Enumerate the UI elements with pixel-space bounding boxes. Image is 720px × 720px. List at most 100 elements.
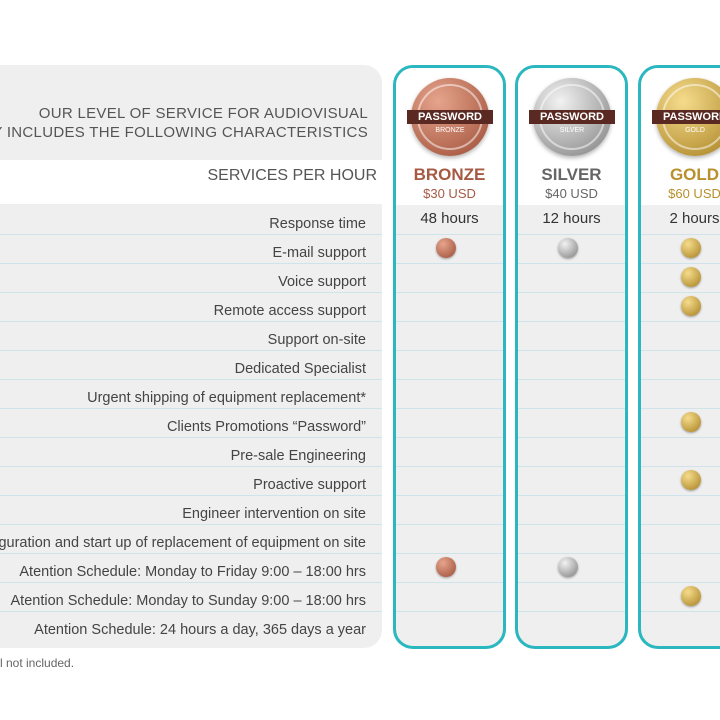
included-dot bbox=[436, 557, 456, 577]
row-line bbox=[0, 524, 382, 525]
plan-price: $30 USD bbox=[423, 186, 476, 201]
badge: PASSWORD SILVER bbox=[529, 78, 615, 156]
row-line bbox=[396, 350, 503, 351]
feature-label: Atention Schedule: Monday to Sunday 9:00… bbox=[10, 593, 367, 609]
cell-text: 2 hours bbox=[669, 210, 720, 227]
row-line bbox=[641, 553, 720, 554]
row-line bbox=[641, 321, 720, 322]
row-line bbox=[0, 582, 382, 583]
row-line bbox=[641, 582, 720, 583]
row-line bbox=[641, 495, 720, 496]
row-line bbox=[518, 524, 625, 525]
feature-label: guration and start up of replacement of … bbox=[0, 535, 366, 551]
row-line bbox=[641, 350, 720, 351]
row-line bbox=[641, 263, 720, 264]
row-line bbox=[518, 292, 625, 293]
row-line bbox=[396, 292, 503, 293]
badge-banner: PASSWORD bbox=[652, 110, 720, 124]
row-line bbox=[518, 553, 625, 554]
plan-price: $40 USD bbox=[545, 186, 598, 201]
feature-label: Remote access support bbox=[213, 303, 366, 319]
cell-text: 12 hours bbox=[542, 210, 601, 227]
footnote: l not included. bbox=[0, 656, 75, 670]
row-line bbox=[641, 234, 720, 235]
included-dot bbox=[681, 586, 701, 606]
row-line bbox=[0, 379, 382, 380]
row-line bbox=[396, 379, 503, 380]
included-dot bbox=[681, 238, 701, 258]
feature-label: Urgent shipping of equipment replacement… bbox=[87, 390, 366, 406]
row-line bbox=[0, 321, 382, 322]
feature-label: Engineer intervention on site bbox=[182, 506, 366, 522]
row-line bbox=[518, 582, 625, 583]
row-line bbox=[0, 292, 382, 293]
feature-label: Pre-sale Engineering bbox=[230, 448, 366, 464]
badge-banner: PASSWORD bbox=[529, 110, 615, 124]
badge-level: GOLD bbox=[685, 127, 705, 134]
included-dot bbox=[681, 470, 701, 490]
badge: PASSWORD BRONZE bbox=[407, 78, 493, 156]
feature-label: E-mail support bbox=[272, 245, 366, 261]
row-line bbox=[518, 350, 625, 351]
plan-card: PASSWORD BRONZE BRONZE $30 USD bbox=[393, 65, 506, 649]
row-line bbox=[518, 321, 625, 322]
feature-label: Atention Schedule: 24 hours a day, 365 d… bbox=[34, 622, 366, 638]
row-line bbox=[0, 437, 382, 438]
plan-card: PASSWORD GOLD GOLD $60 USD bbox=[638, 65, 720, 649]
plan-name: BRONZE bbox=[413, 165, 486, 184]
row-line bbox=[396, 611, 503, 612]
badge-level: BRONZE bbox=[435, 127, 465, 134]
row-line bbox=[396, 234, 503, 235]
included-dot bbox=[558, 238, 578, 258]
badge-level: SILVER bbox=[559, 127, 585, 134]
row-line bbox=[0, 553, 382, 554]
row-line bbox=[0, 234, 382, 235]
badge-banner: PASSWORD bbox=[407, 110, 493, 124]
feature-label: Atention Schedule: Monday to Friday 9:00… bbox=[19, 564, 366, 580]
plan-name: GOLD bbox=[669, 165, 720, 184]
row-line bbox=[641, 437, 720, 438]
row-line bbox=[396, 553, 503, 554]
included-dot bbox=[681, 267, 701, 287]
row-line bbox=[396, 263, 503, 264]
row-line bbox=[641, 611, 720, 612]
feature-panel bbox=[0, 65, 382, 648]
row-line bbox=[518, 234, 625, 235]
row-line bbox=[0, 263, 382, 264]
title-line: OGY INCLUDES THE FOLLOWING CHARACTERISTI… bbox=[0, 124, 368, 141]
plan-name: SILVER bbox=[541, 165, 602, 184]
feature-label: Clients Promotions “Password” bbox=[166, 419, 366, 435]
row-line bbox=[518, 379, 625, 380]
row-line bbox=[396, 582, 503, 583]
included-dot bbox=[558, 557, 578, 577]
row-line bbox=[396, 466, 503, 467]
services-band bbox=[0, 160, 382, 204]
title-line: OUR LEVEL OF SERVICE FOR AUDIOVISUAL bbox=[38, 105, 368, 122]
feature-label: Dedicated Specialist bbox=[234, 361, 366, 377]
row-line bbox=[518, 466, 625, 467]
row-line bbox=[396, 408, 503, 409]
services-label: SERVICES PER HOUR bbox=[207, 167, 377, 184]
row-line bbox=[396, 495, 503, 496]
row-line bbox=[0, 611, 382, 612]
feature-label: Voice support bbox=[278, 274, 366, 290]
row-line bbox=[0, 350, 382, 351]
row-line bbox=[396, 321, 503, 322]
plan-price: $60 USD bbox=[668, 186, 720, 201]
included-dot bbox=[681, 412, 701, 432]
row-line bbox=[396, 437, 503, 438]
row-line bbox=[0, 408, 382, 409]
row-line bbox=[641, 379, 720, 380]
row-line bbox=[641, 408, 720, 409]
badge: PASSWORD GOLD bbox=[652, 78, 720, 156]
row-line bbox=[641, 524, 720, 525]
row-line bbox=[518, 437, 625, 438]
cell-text: 48 hours bbox=[420, 210, 479, 227]
row-line bbox=[518, 408, 625, 409]
included-dot bbox=[681, 296, 701, 316]
row-line bbox=[641, 292, 720, 293]
row-line bbox=[518, 611, 625, 612]
row-line bbox=[518, 263, 625, 264]
feature-label: Proactive support bbox=[253, 477, 366, 493]
